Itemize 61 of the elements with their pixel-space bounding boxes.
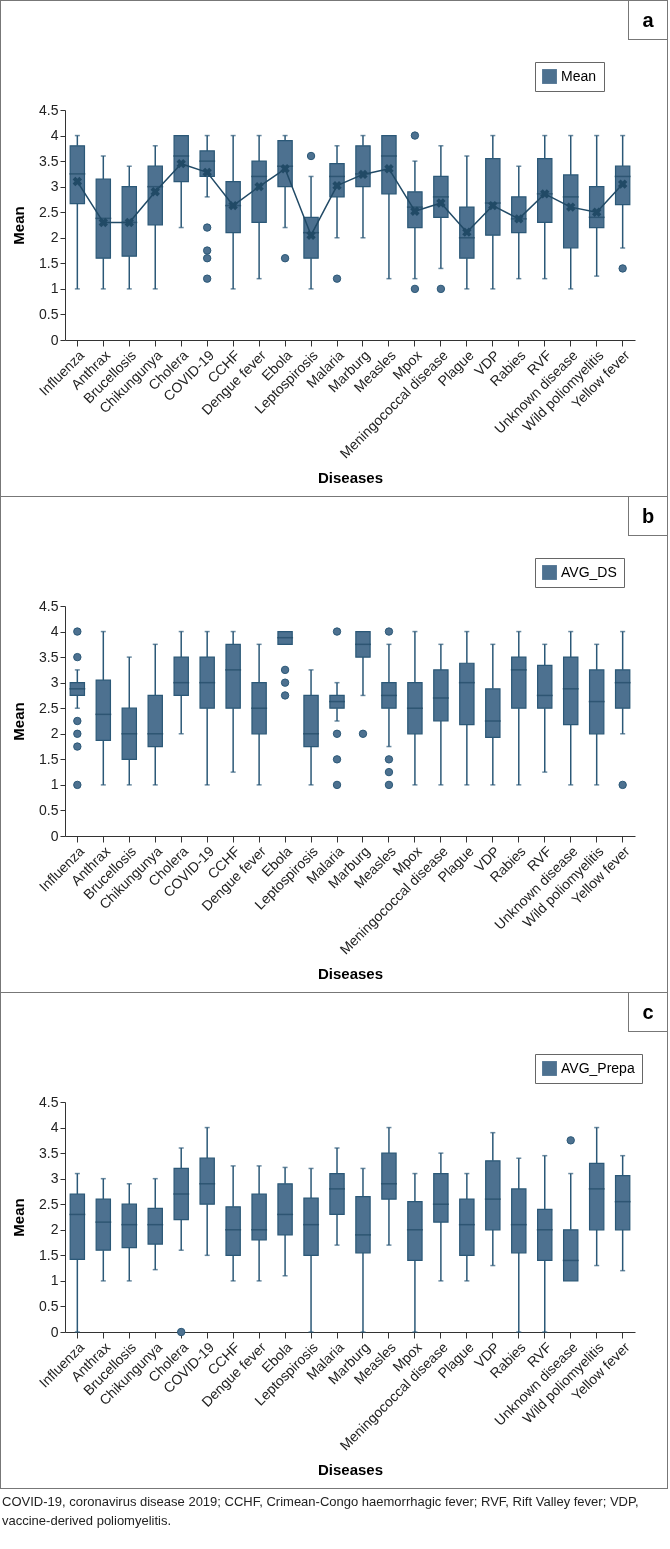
y-tick-label: 0 <box>50 331 59 348</box>
text: COVID-19, coronavirus disease 2019; CCHF, Crimean-Congo haemorrhagic fever; RVF, Rift Valley fever; VDP, vaccine-derived poliomyelitis. <box>1 1493 640 1530</box>
legend-label: AVG_Prepa <box>561 1059 635 1076</box>
y-axis-title: Mean <box>10 1198 28 1237</box>
text: a <box>628 1 667 40</box>
legend-label: Mean <box>561 67 597 84</box>
y-tick-label: 2 <box>50 725 59 742</box>
point <box>150 187 160 197</box>
y-tick-label: 3.5 <box>39 1144 59 1161</box>
point <box>72 176 83 187</box>
y-tick-label: 3 <box>50 674 59 691</box>
y-tick-label: 0 <box>50 1323 59 1340</box>
point <box>280 164 290 174</box>
y-tick-label: 2 <box>50 1221 59 1238</box>
point <box>566 202 576 212</box>
y-tick-label: 0 <box>50 827 59 844</box>
x-axis-title: Diseases <box>317 1461 384 1479</box>
point <box>98 217 108 228</box>
point <box>592 207 602 217</box>
point <box>540 189 550 199</box>
x-axis-title: Diseases <box>317 469 384 487</box>
point <box>436 198 446 208</box>
y-tick-label: 4 <box>50 127 59 144</box>
x-axis-title: Diseases <box>317 965 384 983</box>
y-tick-label: 1 <box>50 280 59 297</box>
y-tick-label: 1 <box>50 1272 59 1289</box>
y-tick-label: 1.5 <box>39 1246 59 1263</box>
text: c <box>628 993 667 1032</box>
point <box>202 167 212 178</box>
y-tick-label: 4.5 <box>39 597 59 614</box>
point <box>384 164 394 174</box>
y-tick-label: 1 <box>50 776 59 793</box>
y-tick-label: 0.5 <box>39 801 59 818</box>
y-tick-label: 2.5 <box>39 203 59 220</box>
y-tick-label: 1.5 <box>39 750 59 767</box>
point <box>176 158 186 169</box>
y-tick-label: 0.5 <box>39 305 59 322</box>
y-tick-label: 2 <box>50 229 59 246</box>
y-tick-label: 3 <box>50 178 59 195</box>
text: b <box>628 497 667 536</box>
y-tick-label: 4.5 <box>39 101 59 118</box>
point <box>462 227 472 237</box>
point <box>358 169 368 180</box>
y-tick-label: 3 <box>50 1170 59 1187</box>
y-tick-label: 2.5 <box>39 699 59 716</box>
point <box>488 200 498 211</box>
point <box>228 200 238 211</box>
y-tick-label: 1.5 <box>39 254 59 271</box>
y-tick-label: 4 <box>50 1119 59 1136</box>
y-tick-label: 3.5 <box>39 152 59 169</box>
y-tick-label: 2.5 <box>39 1195 59 1212</box>
point <box>124 217 134 228</box>
y-tick-label: 4 <box>50 623 59 640</box>
y-axis-title: Mean <box>10 702 28 741</box>
point <box>254 181 264 192</box>
y-tick-label: 4.5 <box>39 1093 59 1110</box>
y-axis-title: Mean <box>10 206 28 245</box>
y-tick-label: 3.5 <box>39 648 59 665</box>
y-tick-label: 0.5 <box>39 1297 59 1314</box>
point <box>306 230 316 240</box>
legend-label: AVG_DS <box>561 563 617 580</box>
